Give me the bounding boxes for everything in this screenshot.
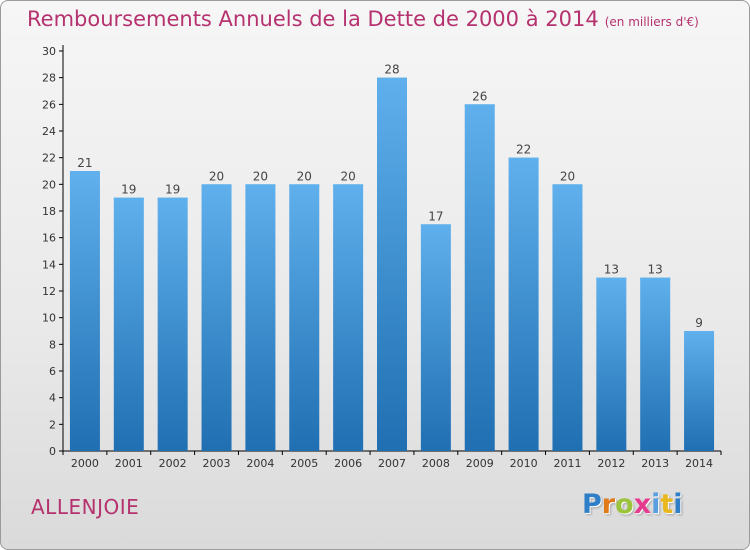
bar-2000 (69, 171, 100, 451)
x-tick-label-2004: 2004 (246, 457, 274, 470)
bar-top-edge (640, 277, 671, 280)
data-label-2000: 21 (77, 156, 92, 170)
bar-top-edge (684, 331, 715, 333)
proxiti-logo: Proxiti (582, 489, 683, 520)
chart-title-text: Remboursements Annuels de la Dette de 20… (27, 7, 599, 31)
x-tick-label-2012: 2012 (597, 457, 625, 470)
y-tick-label: 28 (42, 72, 56, 85)
bar-2001 (113, 197, 144, 451)
bar-2003 (201, 184, 232, 452)
x-tick-label-2005: 2005 (290, 457, 318, 470)
bar-top-edge (113, 197, 144, 200)
chart-title: Remboursements Annuels de la Dette de 20… (27, 7, 699, 31)
bar-top-edge (201, 184, 232, 187)
bar-2010 (508, 157, 539, 451)
y-tick-label: 4 (49, 392, 56, 405)
data-label-2003: 20 (209, 169, 224, 183)
logo-letter: i (651, 489, 661, 520)
x-tick-label-2008: 2008 (422, 457, 450, 470)
x-tick-label-2006: 2006 (334, 457, 362, 470)
y-tick-label: 14 (42, 258, 56, 271)
x-tick-label-2009: 2009 (466, 457, 494, 470)
bar-2006 (333, 184, 364, 452)
bar-top-edge (377, 77, 407, 80)
bar-2012 (596, 277, 627, 451)
x-tick-label-2000: 2000 (71, 457, 99, 470)
bar-top-edge (420, 224, 451, 227)
bar-top-edge (289, 184, 320, 187)
data-label-2002: 19 (165, 183, 180, 197)
logo-letter: t (660, 489, 674, 520)
bar-2004 (245, 184, 276, 452)
x-tick-label-2003: 2003 (203, 457, 231, 470)
x-tick-label-2013: 2013 (641, 457, 669, 470)
data-label-2010: 22 (516, 143, 531, 157)
data-label-2011: 20 (560, 169, 575, 183)
bar-top-edge (157, 197, 188, 200)
y-tick-label: 12 (42, 285, 56, 298)
bar-2014 (684, 331, 715, 451)
data-label-2005: 20 (297, 169, 312, 183)
bar-top-edge (333, 184, 364, 187)
data-label-2014: 9 (695, 316, 703, 330)
y-tick-label: 24 (42, 125, 56, 138)
x-tick-label-2011: 2011 (553, 457, 581, 470)
data-label-2006: 20 (340, 169, 355, 183)
logo-letter: i (673, 489, 683, 520)
bar-top-edge (508, 157, 539, 160)
y-tick-label: 20 (42, 178, 56, 191)
y-tick-label: 22 (42, 152, 56, 165)
data-label-2004: 20 (253, 169, 268, 183)
y-tick-label: 8 (49, 338, 56, 351)
bar-2009 (464, 104, 495, 451)
bar-2005 (289, 184, 320, 452)
data-label-2008: 17 (428, 209, 443, 223)
y-tick-label: 16 (42, 232, 56, 245)
x-tick-label-2010: 2010 (510, 457, 538, 470)
y-tick-label: 30 (42, 45, 56, 58)
y-tick-label: 10 (42, 312, 56, 325)
y-tick-label: 0 (49, 445, 56, 458)
x-tick-label-2014: 2014 (685, 457, 713, 470)
data-label-2012: 13 (604, 263, 619, 277)
logo-letter: x (633, 489, 652, 520)
bar-top-edge (245, 184, 276, 187)
bar-top-edge (552, 184, 583, 187)
x-tick-label-2002: 2002 (159, 457, 187, 470)
bar-top-edge (464, 104, 495, 107)
y-tick-label: 18 (42, 205, 56, 218)
x-tick-label-2007: 2007 (378, 457, 406, 470)
data-label-2013: 13 (648, 263, 663, 277)
bar-2013 (640, 277, 671, 451)
x-tick-label-2001: 2001 (115, 457, 143, 470)
data-labels: 21 19 19 20 20 20 20 28 17 26 22 20 13 13 9 (77, 63, 703, 330)
data-label-2007: 28 (384, 63, 399, 77)
data-label-2001: 19 (121, 183, 136, 197)
bar-2008 (420, 224, 451, 451)
bar-top-edge (596, 277, 627, 280)
bar-top-edge (69, 171, 100, 173)
logo-letter: r (601, 489, 616, 520)
bar-2011 (552, 184, 583, 452)
logo-letter: o (615, 489, 634, 520)
chart-subtitle: (en milliers d'€) (604, 15, 699, 29)
data-label-2009: 26 (472, 89, 487, 103)
bar-2002 (157, 197, 188, 451)
commune-name: ALLENJOIE (31, 495, 140, 519)
logo-letter: P (582, 489, 602, 520)
bar-2007 (377, 77, 407, 452)
bars (69, 77, 715, 452)
y-tick-label: 2 (49, 418, 56, 431)
y-tick-label: 26 (42, 98, 56, 111)
y-tick-label: 6 (49, 365, 56, 378)
